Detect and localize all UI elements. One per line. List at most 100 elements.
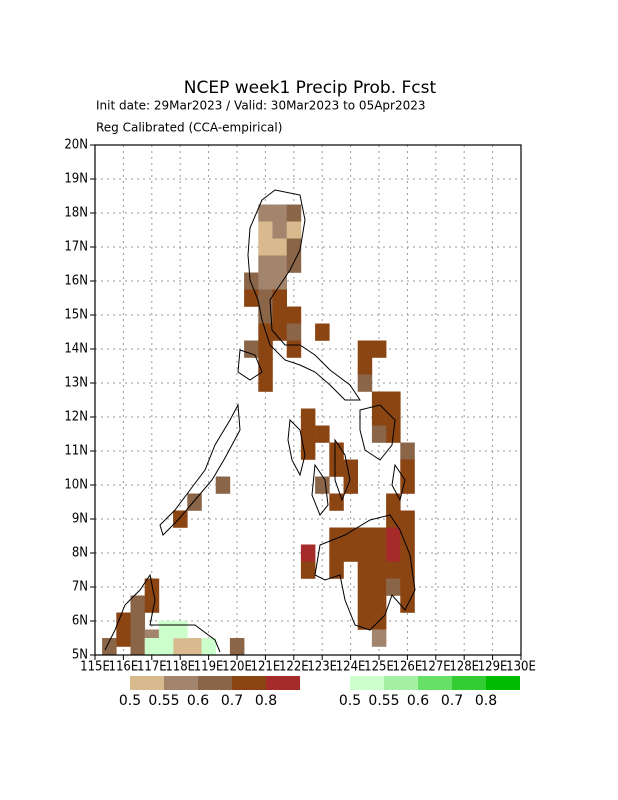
y-tick-label: 14N	[64, 342, 88, 357]
prob-cell	[400, 578, 415, 596]
prob-cell	[258, 272, 273, 290]
prob-cell	[173, 621, 188, 639]
colorbar-swatch	[164, 676, 198, 690]
prob-cell	[343, 459, 358, 477]
prob-cell	[286, 255, 302, 273]
x-tick-label: 115E	[80, 660, 110, 675]
y-tick-label: 7N	[72, 580, 88, 595]
grid-layer: 115E116E117E118E119E120E121E122E123E124E…	[64, 138, 536, 675]
prob-cell	[400, 544, 415, 562]
prob-cell	[386, 391, 401, 409]
y-tick-label: 20N	[64, 138, 88, 153]
map-frame	[94, 144, 522, 656]
y-tick-label: 16N	[64, 274, 88, 289]
y-tick-label: 15N	[64, 308, 88, 323]
prob-cell	[371, 544, 387, 562]
prob-cell	[386, 544, 401, 562]
x-tick-label: 121E	[251, 660, 281, 675]
colorbar-label: 0.8	[255, 693, 277, 709]
colorbar-label: 0.8	[475, 693, 497, 709]
prob-cell	[357, 612, 373, 630]
colorbar-label: 0.55	[148, 693, 179, 709]
prob-cell	[343, 527, 358, 545]
prob-cell	[371, 578, 387, 596]
prob-cell	[371, 408, 387, 426]
coastline	[391, 463, 406, 502]
x-tick-label: 118E	[165, 660, 195, 675]
prob-cell	[272, 323, 287, 341]
prob-cell	[329, 442, 344, 460]
x-tick-label: 125E	[364, 660, 394, 675]
prob-cell	[329, 459, 344, 477]
map-title: NCEP week1 Precip Prob. Fcst	[184, 78, 437, 98]
prob-cell	[357, 595, 373, 613]
colorbar-swatch	[350, 676, 384, 690]
colorbar-label: 0.55	[368, 693, 399, 709]
prob-cell	[144, 595, 160, 613]
prob-cell	[258, 340, 273, 358]
prob-cell	[144, 638, 160, 656]
y-tick-label: 17N	[64, 240, 88, 255]
prob-cell	[315, 476, 330, 494]
coastline	[314, 514, 416, 631]
prob-cell	[357, 544, 373, 562]
prob-cell	[158, 621, 174, 639]
method-note: Reg Calibrated (CCA-empirical)	[96, 121, 282, 135]
prob-cell	[244, 340, 259, 358]
cell-layer	[102, 204, 415, 656]
prob-cell	[300, 408, 316, 426]
prob-cell	[130, 612, 145, 630]
prob-cell	[187, 493, 202, 511]
y-tick-label: 18N	[64, 206, 88, 221]
prob-cell	[258, 204, 273, 222]
prob-cell	[272, 289, 287, 307]
colorbars: 0.5 0.55 0.6 0.7 0.8 0.5 0.55 0.6 0.7 0.8	[119, 676, 520, 709]
y-tick-label: 9N	[72, 512, 88, 527]
prob-cell	[386, 408, 401, 426]
prob-cell	[201, 638, 216, 656]
prob-cell	[116, 629, 131, 647]
x-tick-label: 120E	[222, 660, 252, 675]
prob-cell	[272, 221, 287, 239]
prob-cell	[272, 272, 287, 290]
prob-cell	[400, 476, 415, 494]
prob-cell	[258, 289, 273, 307]
prob-cell	[371, 561, 387, 579]
prob-cell	[386, 527, 401, 545]
prob-cell	[173, 510, 188, 528]
prob-cell	[300, 561, 316, 579]
prob-cell	[315, 323, 330, 341]
coastline	[287, 418, 306, 477]
subtitle: Init date: 29Mar2023 / Valid: 30Mar2023 …	[96, 99, 426, 113]
prob-cell	[300, 544, 316, 562]
coastlines	[104, 189, 416, 653]
x-tick-label: 126E	[393, 660, 423, 675]
prob-cell	[272, 255, 287, 273]
coastline	[359, 404, 396, 461]
prob-cell	[286, 238, 302, 256]
coastline	[247, 189, 361, 401]
prob-cell	[343, 476, 358, 494]
prob-cell	[272, 306, 287, 324]
x-tick-label: 127E	[421, 660, 451, 675]
prob-cell	[329, 527, 344, 545]
prob-cell	[244, 272, 259, 290]
x-tick-label: 128E	[449, 660, 479, 675]
x-tick-label: 130E	[506, 660, 536, 675]
prob-cell	[102, 638, 117, 656]
y-tick-label: 6N	[72, 614, 88, 629]
prob-cell	[130, 638, 145, 656]
prob-cell	[286, 340, 302, 358]
colorbar-label: 0.6	[407, 693, 429, 709]
y-tick-label: 10N	[64, 478, 88, 493]
prob-cell	[258, 221, 273, 239]
colorbar-label: 0.5	[339, 693, 361, 709]
colorbar-swatch	[130, 676, 164, 690]
prob-cell	[272, 238, 287, 256]
prob-cell	[258, 357, 273, 375]
colorbar-swatch	[452, 676, 486, 690]
prob-cell	[357, 340, 373, 358]
coastline	[334, 438, 351, 502]
colorbar-label: 0.7	[221, 693, 243, 709]
